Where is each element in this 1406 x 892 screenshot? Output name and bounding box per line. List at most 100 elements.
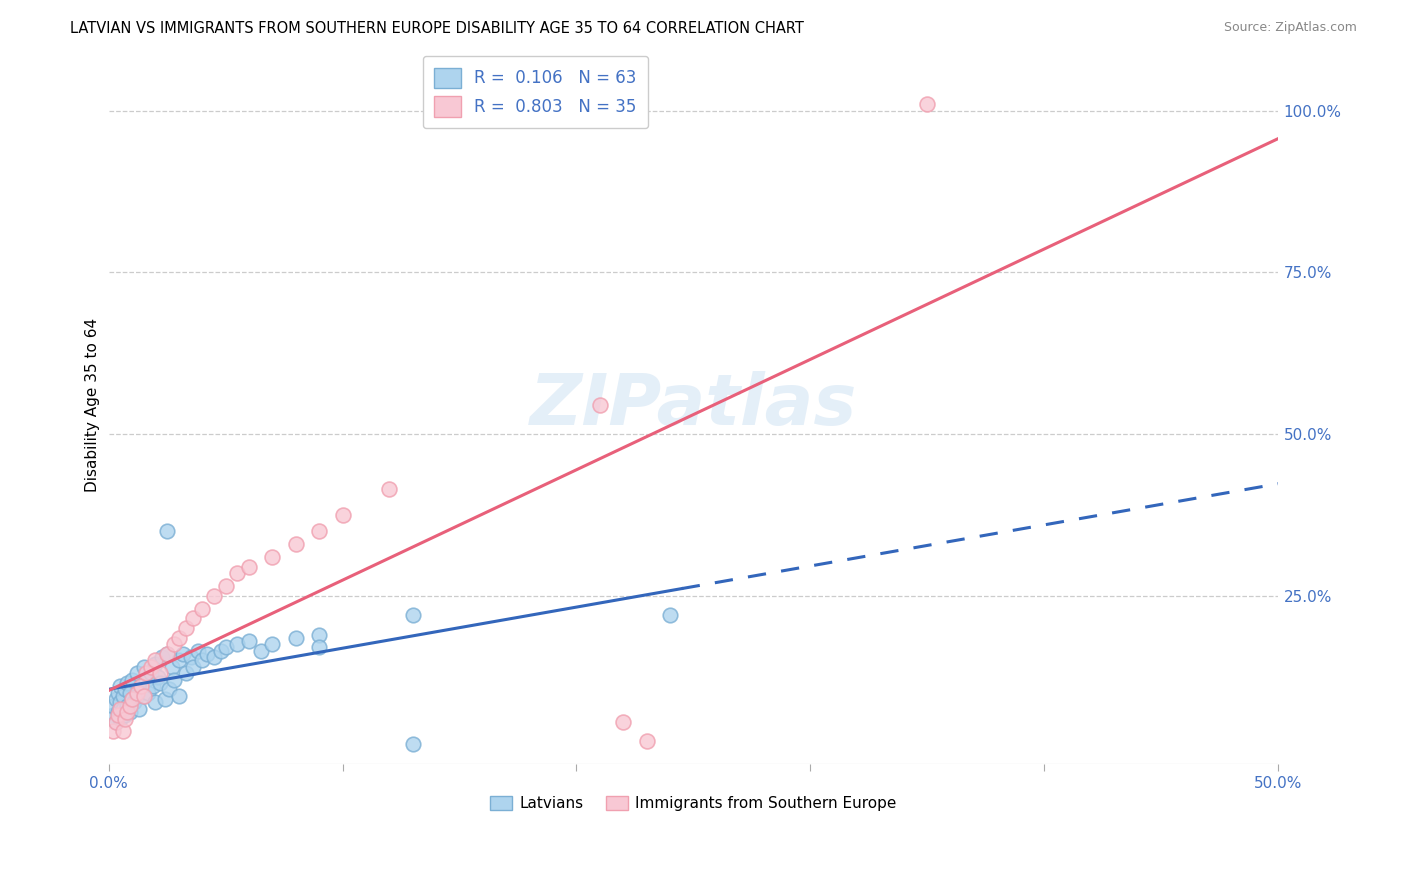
Text: LATVIAN VS IMMIGRANTS FROM SOUTHERN EUROPE DISABILITY AGE 35 TO 64 CORRELATION C: LATVIAN VS IMMIGRANTS FROM SOUTHERN EURO… xyxy=(70,21,804,36)
Point xyxy=(160,660,183,674)
Point xyxy=(226,637,249,651)
Point xyxy=(139,666,162,681)
Point xyxy=(128,702,150,716)
Point xyxy=(238,634,260,648)
Point xyxy=(209,643,232,657)
Point xyxy=(111,689,134,703)
Point xyxy=(110,712,132,726)
Point xyxy=(149,666,172,681)
Point xyxy=(159,682,181,697)
Point xyxy=(103,698,125,713)
Point xyxy=(174,621,197,635)
Point xyxy=(202,650,225,665)
Point xyxy=(118,686,141,700)
Point xyxy=(402,738,425,752)
Point xyxy=(167,631,190,645)
Point xyxy=(181,660,204,674)
Point xyxy=(308,524,330,538)
Point xyxy=(181,611,204,625)
Point xyxy=(214,579,236,593)
Point xyxy=(659,608,682,623)
Point xyxy=(153,692,176,706)
Y-axis label: Disability Age 35 to 64: Disability Age 35 to 64 xyxy=(86,318,100,492)
Point xyxy=(612,714,634,729)
Text: Source: ZipAtlas.com: Source: ZipAtlas.com xyxy=(1223,21,1357,34)
Point xyxy=(104,692,127,706)
Point xyxy=(121,673,143,687)
Point xyxy=(636,734,658,748)
Point xyxy=(167,689,190,703)
Point xyxy=(378,482,401,496)
Point xyxy=(107,705,129,719)
Point xyxy=(110,695,132,709)
Point xyxy=(124,695,146,709)
Point xyxy=(284,537,307,551)
Point xyxy=(186,643,208,657)
Point xyxy=(125,686,148,700)
Point xyxy=(262,549,284,564)
Point xyxy=(132,660,155,674)
Point xyxy=(138,686,160,700)
Point xyxy=(142,679,165,693)
Point xyxy=(179,650,201,665)
Point xyxy=(117,698,139,713)
Point xyxy=(125,689,148,703)
Point xyxy=(114,712,136,726)
Point xyxy=(214,640,236,655)
Point xyxy=(191,653,214,667)
Point xyxy=(104,714,127,729)
Point xyxy=(111,702,134,716)
Legend: Latvians, Immigrants from Southern Europe: Latvians, Immigrants from Southern Europ… xyxy=(484,790,903,817)
Point xyxy=(332,508,354,522)
Point xyxy=(402,608,425,623)
Point xyxy=(125,666,148,681)
Point xyxy=(114,708,136,723)
Point xyxy=(145,653,167,667)
Point xyxy=(107,686,129,700)
Point xyxy=(135,673,157,687)
Point xyxy=(121,692,143,706)
Point xyxy=(110,679,132,693)
Point xyxy=(284,631,307,645)
Point xyxy=(226,566,249,580)
Point xyxy=(145,657,167,671)
Point xyxy=(195,647,218,661)
Point xyxy=(917,97,939,112)
Point xyxy=(132,689,155,703)
Point xyxy=(118,705,141,719)
Text: ZIPatlas: ZIPatlas xyxy=(530,370,858,440)
Point xyxy=(202,589,225,603)
Point xyxy=(191,601,214,615)
Point xyxy=(589,398,612,412)
Point xyxy=(156,647,179,661)
Point xyxy=(163,673,186,687)
Point xyxy=(173,647,195,661)
Point xyxy=(167,653,190,667)
Point xyxy=(117,676,139,690)
Point xyxy=(174,666,197,681)
Point xyxy=(146,669,169,683)
Point xyxy=(163,637,186,651)
Point xyxy=(135,666,157,681)
Point xyxy=(156,524,179,538)
Point xyxy=(308,640,330,655)
Point xyxy=(118,698,141,713)
Point xyxy=(103,724,125,739)
Point xyxy=(111,724,134,739)
Point xyxy=(249,643,271,657)
Point xyxy=(131,679,153,693)
Point xyxy=(139,660,162,674)
Point xyxy=(114,682,136,697)
Point xyxy=(110,702,132,716)
Point xyxy=(104,714,127,729)
Point xyxy=(103,708,125,723)
Point xyxy=(156,647,179,661)
Point xyxy=(107,708,129,723)
Point xyxy=(132,689,155,703)
Point xyxy=(117,705,139,719)
Point xyxy=(131,679,153,693)
Point xyxy=(238,559,260,574)
Point xyxy=(152,650,174,665)
Point xyxy=(308,627,330,641)
Point xyxy=(262,637,284,651)
